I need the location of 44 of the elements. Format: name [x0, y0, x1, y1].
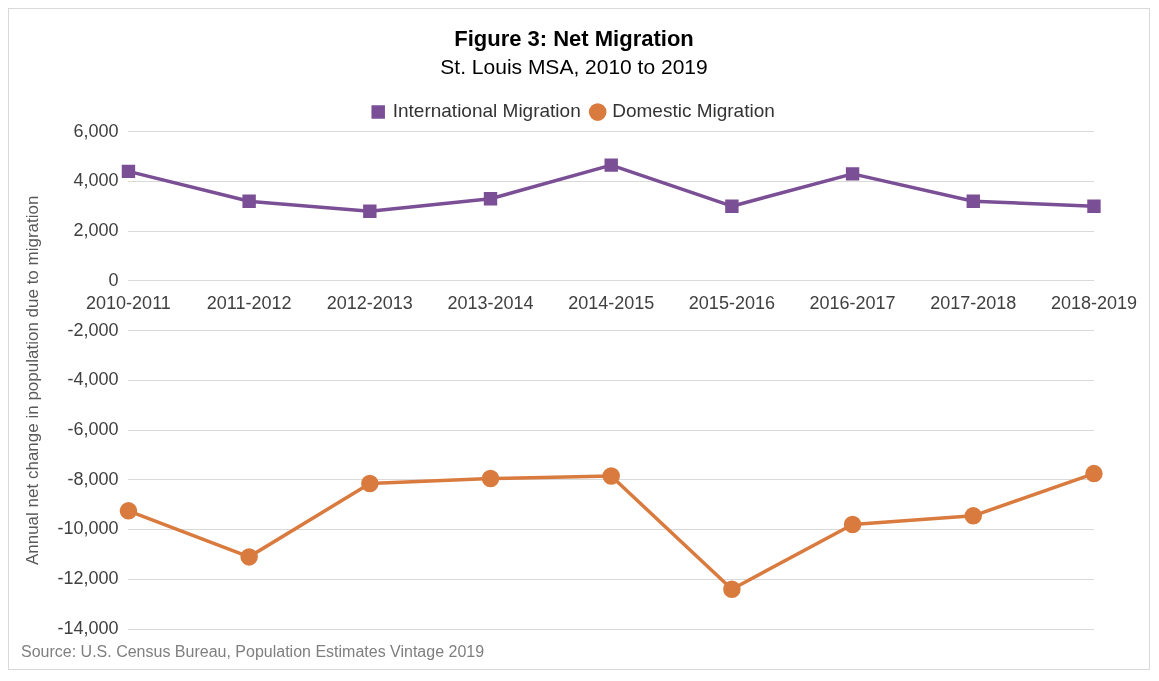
x-tick-label: 2011-2012	[206, 292, 292, 313]
source-note: Source: U.S. Census Bureau, Population Estimates Vintage 2019	[21, 643, 485, 661]
y-tick-label: -6,000	[67, 419, 119, 440]
point	[723, 580, 741, 598]
x-tick-label: 2018-2019	[1050, 292, 1138, 313]
point	[1087, 199, 1101, 213]
y-tick-label: 2,000	[73, 220, 119, 241]
x-tick-label: 2012-2013	[326, 292, 413, 313]
y-tick-label: -2,000	[67, 319, 119, 340]
y-axis-title: Annual net change in population due to migration	[22, 195, 42, 566]
point	[964, 507, 983, 525]
point	[602, 467, 620, 485]
point	[121, 164, 136, 179]
point	[843, 515, 862, 534]
x-tick-label: 2010-2011	[86, 292, 171, 313]
point	[240, 548, 258, 566]
y-tick-label: -14,000	[57, 617, 119, 638]
legend-label: Domestic Migration	[612, 100, 775, 122]
point	[483, 192, 498, 206]
y-tick-label: -8,000	[67, 468, 119, 489]
chart-title: Figure 3: Net Migration	[454, 26, 694, 52]
point	[1085, 464, 1103, 483]
point	[119, 502, 138, 520]
x-tick-label: 2015-2016	[688, 292, 775, 313]
y-tick-label: 0	[108, 269, 119, 290]
point	[363, 204, 377, 218]
x-tick-label: 2014-2015	[568, 292, 655, 313]
point	[725, 199, 739, 213]
point	[604, 158, 618, 172]
point	[845, 167, 860, 181]
x-tick-label: 2016-2017	[809, 292, 896, 313]
chart-subtitle: St. Louis MSA, 2010 to 2019	[440, 54, 708, 78]
y-tick-label: 6,000	[73, 120, 119, 141]
y-tick-label: -4,000	[67, 369, 119, 390]
y-tick-label: 4,000	[73, 170, 119, 191]
y-tick-label: -10,000	[57, 518, 119, 539]
point	[966, 194, 980, 208]
x-tick-label: 2017-2018	[930, 292, 1017, 313]
point	[361, 474, 379, 493]
legend-label: International Migration	[392, 100, 581, 122]
y-tick-label: -12,000	[57, 568, 119, 589]
point	[242, 194, 256, 208]
point	[481, 469, 500, 488]
x-tick-label: 2013-2014	[447, 292, 534, 313]
